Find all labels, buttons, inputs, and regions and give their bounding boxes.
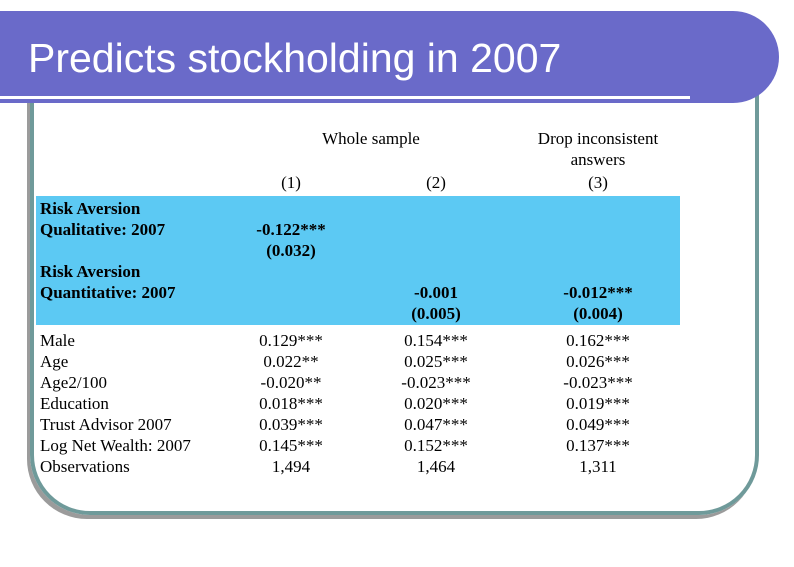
cell-col1: 0.022** — [263, 352, 319, 371]
row-label: Male — [40, 331, 75, 350]
cell-col3: 0.162*** — [566, 331, 630, 350]
cell-col3 — [516, 240, 680, 261]
cell-col2 — [356, 219, 516, 240]
row-label: Qualitative: 2007 — [40, 220, 166, 239]
spacer — [36, 128, 226, 170]
row-label: Quantitative: 2007 — [40, 283, 176, 302]
group-header-drop-inconsistent: Drop inconsistent answers — [537, 129, 659, 169]
cell-col3: (0.004) — [573, 304, 623, 323]
row-label — [36, 303, 226, 324]
cell-col3: 1,311 — [579, 457, 617, 476]
cell-col1 — [226, 303, 356, 324]
cell-col2 — [356, 198, 516, 219]
table-group-header-row: Whole sample Drop inconsistent answers — [36, 128, 680, 170]
row-label: Observations — [40, 457, 130, 476]
cell-col2 — [356, 261, 516, 282]
cell-col2 — [356, 240, 516, 261]
cell-col3 — [516, 219, 680, 240]
cell-col1: 0.145*** — [259, 436, 323, 455]
cell-col3: 0.137*** — [566, 436, 630, 455]
cell-col1 — [226, 261, 356, 282]
cell-col2: 0.154*** — [404, 331, 468, 350]
row-label: Risk Aversion — [40, 262, 141, 281]
title-bar: Predicts stockholding in 2007 — [0, 11, 779, 103]
cell-col2: -0.001 — [414, 283, 458, 302]
cell-col2: 0.020*** — [404, 394, 468, 413]
row-label: Education — [40, 394, 109, 413]
cell-col2: (0.005) — [411, 304, 461, 323]
table-column-number-row: (1) (2) (3) — [36, 172, 680, 193]
cell-col1 — [226, 282, 356, 303]
cell-col3: -0.012*** — [563, 283, 633, 302]
cell-col1 — [226, 198, 356, 219]
row-label — [36, 240, 226, 261]
row-label: Log Net Wealth: 2007 — [40, 436, 191, 455]
cell-col2: 1,464 — [416, 457, 456, 476]
page-title: Predicts stockholding in 2007 — [28, 35, 562, 81]
table-row: Observations 1,494 1,464 1,311 — [36, 456, 680, 477]
highlight-block — [36, 196, 680, 325]
cell-col3 — [516, 198, 680, 219]
column-number-2: (2) — [426, 173, 446, 192]
cell-col1: -0.020** — [260, 373, 322, 392]
row-label: Age — [40, 352, 69, 371]
cell-col3: 0.019*** — [566, 394, 630, 413]
cell-col3: 0.026*** — [566, 352, 630, 371]
cell-col1: 1,494 — [271, 457, 311, 476]
cell-col2: 0.025*** — [404, 352, 468, 371]
table-row: (0.032) — [36, 240, 680, 261]
table-row: (0.005) (0.004) — [36, 303, 680, 324]
cell-col3 — [516, 261, 680, 282]
column-number-3: (3) — [588, 173, 608, 192]
title-underline — [0, 96, 690, 99]
regression-table: Whole sample Drop inconsistent answers (… — [36, 128, 680, 477]
table-row: Education 0.018*** 0.020*** 0.019*** — [36, 393, 680, 414]
group-header-whole-sample: Whole sample — [322, 129, 420, 148]
table-row: Quantitative: 2007 -0.001 -0.012*** — [36, 282, 680, 303]
table-row: Qualitative: 2007 -0.122*** — [36, 219, 680, 240]
cell-col2: -0.023*** — [401, 373, 471, 392]
table-row: Log Net Wealth: 2007 0.145*** 0.152*** 0… — [36, 435, 680, 456]
cell-col1: 0.039*** — [259, 415, 323, 434]
cell-col1: -0.122*** — [256, 220, 326, 239]
row-label: Trust Advisor 2007 — [40, 415, 172, 434]
table-row: Risk Aversion — [36, 261, 680, 282]
table-row: Risk Aversion — [36, 198, 680, 219]
cell-col3: -0.023*** — [563, 373, 633, 392]
row-label: Age2/100 — [40, 373, 108, 392]
cell-col1: (0.032) — [266, 241, 316, 260]
table-row: Trust Advisor 2007 0.039*** 0.047*** 0.0… — [36, 414, 680, 435]
column-number-1: (1) — [281, 173, 301, 192]
table-row: Male 0.129*** 0.154*** 0.162*** — [36, 330, 680, 351]
table-row: Age2/100 -0.020** -0.023*** -0.023*** — [36, 372, 680, 393]
cell-col1: 0.018*** — [259, 394, 323, 413]
spacer — [36, 172, 226, 193]
table-row: Age 0.022** 0.025*** 0.026*** — [36, 351, 680, 372]
row-label: Risk Aversion — [40, 199, 141, 218]
cell-col3: 0.049*** — [566, 415, 630, 434]
cell-col1: 0.129*** — [259, 331, 323, 350]
cell-col2: 0.047*** — [404, 415, 468, 434]
cell-col2: 0.152*** — [404, 436, 468, 455]
